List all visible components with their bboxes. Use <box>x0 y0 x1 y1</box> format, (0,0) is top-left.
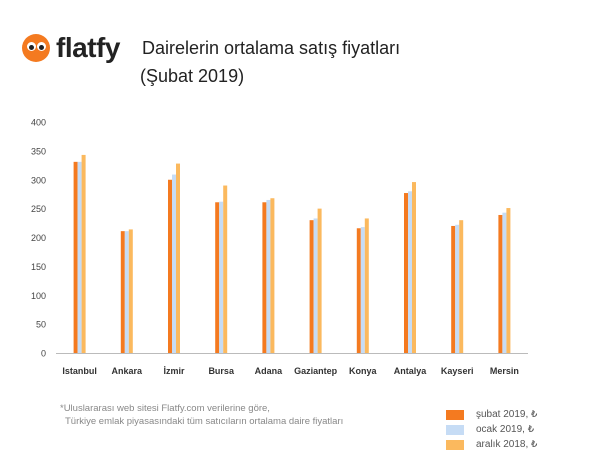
y-tick-label: 200 <box>31 233 46 243</box>
bar <box>506 208 511 353</box>
bar <box>172 174 176 353</box>
legend-swatch <box>446 439 464 450</box>
bar <box>270 198 275 353</box>
legend-swatch <box>446 424 464 435</box>
y-tick-label: 350 <box>31 146 46 156</box>
owl-eyes-icon <box>22 34 50 62</box>
bar <box>81 154 86 353</box>
flatfy-logo: flatfy <box>22 32 120 64</box>
x-tick-label: Bursa <box>208 366 235 376</box>
bar <box>309 220 314 353</box>
bar <box>360 227 365 353</box>
bar <box>364 218 369 353</box>
x-tick-label: Gaziantep <box>294 366 338 376</box>
x-tick-label: Istanbul <box>62 366 97 376</box>
x-tick-label: Adana <box>255 366 284 376</box>
bar <box>356 228 361 353</box>
bar <box>266 199 271 353</box>
bar <box>168 179 172 353</box>
bar <box>317 208 322 353</box>
chart-legend: şubat 2019, ₺ ocak 2019, ₺ aralık 2018, … <box>446 407 537 452</box>
bar <box>77 161 82 353</box>
bar <box>128 229 133 353</box>
y-tick-label: 150 <box>31 262 46 272</box>
legend-item: şubat 2019, ₺ <box>446 407 537 422</box>
bar <box>215 202 220 353</box>
chart-subtitle: (Şubat 2019) <box>140 66 245 86</box>
bar <box>219 201 224 353</box>
x-tick-label: Mersin <box>490 366 519 376</box>
legend-label: şubat 2019, ₺ <box>476 409 538 420</box>
x-tick-label: Konya <box>349 366 378 376</box>
legend-label: ocak 2019, ₺ <box>476 424 535 435</box>
bar <box>408 191 412 353</box>
bar <box>451 225 456 353</box>
y-tick-label: 50 <box>36 320 46 330</box>
brand-name: flatfy <box>56 32 120 63</box>
x-tick-label: Antalya <box>394 366 428 376</box>
bar <box>455 224 460 353</box>
x-tick-label: Ankara <box>112 366 144 376</box>
bar <box>124 231 129 353</box>
x-tick-label: Kayseri <box>441 366 474 376</box>
bar <box>459 220 464 353</box>
y-tick-label: 0 <box>41 349 46 359</box>
legend-swatch <box>446 409 464 420</box>
bar <box>313 218 318 353</box>
legend-label: aralık 2018, ₺ <box>476 439 538 450</box>
footnote-line-1: *Uluslararası web sitesi Flatfy.com veri… <box>60 403 270 414</box>
y-tick-label: 400 <box>31 118 46 128</box>
legend-item: aralık 2018, ₺ <box>446 437 537 452</box>
bar <box>73 161 78 353</box>
x-tick-label: İzmir <box>163 366 185 376</box>
bar <box>120 231 125 353</box>
footnote-line-2: Türkiye emlak piyasasındaki tüm satıcıla… <box>65 416 344 427</box>
bar <box>412 182 416 353</box>
bar <box>262 202 267 353</box>
y-tick-label: 300 <box>31 175 46 185</box>
bar <box>502 212 507 353</box>
bar <box>223 185 228 353</box>
y-tick-label: 100 <box>31 291 46 301</box>
chart-title: Dairelerin ortalama satış fiyatları <box>142 38 401 58</box>
bar <box>176 163 180 353</box>
y-tick-label: 250 <box>31 204 46 214</box>
footnote: *Uluslararası web sitesi Flatfy.com veri… <box>60 402 343 428</box>
bar <box>404 193 408 353</box>
legend-item: ocak 2019, ₺ <box>446 422 537 437</box>
bar <box>498 214 503 353</box>
